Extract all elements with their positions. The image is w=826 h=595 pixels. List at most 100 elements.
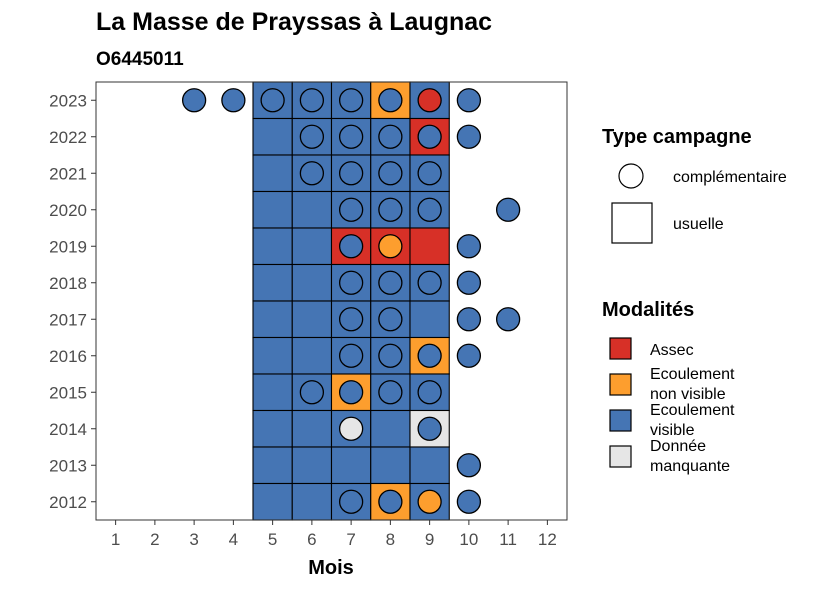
legend-swatch-assec	[609, 337, 632, 360]
y-tick-label-2023: 2023	[49, 91, 87, 110]
circle-2022-10	[456, 124, 482, 149]
circle-2015-9	[417, 380, 442, 405]
square-2013-7	[330, 446, 372, 485]
legend-swatch-donnee_manquante	[609, 445, 632, 468]
square-2019-9	[409, 227, 450, 266]
legend-label-ecoulement_non_visible-line-1: Ecoulement	[650, 366, 735, 383]
square-2016-5	[252, 336, 293, 375]
circle-2023-7	[338, 88, 364, 113]
legend-label-donnee_manquante-line-2: manquante	[650, 458, 730, 475]
circle-2022-8	[378, 124, 403, 149]
x-tick-label-1: 1	[111, 530, 120, 549]
square-2012-5	[252, 482, 293, 521]
y-tick-label-2012: 2012	[49, 493, 87, 512]
legend-label-ecoulement_visible-line-2: visible	[650, 422, 695, 439]
square-2018-6	[291, 263, 333, 302]
circle-2019-8	[378, 234, 403, 259]
circle-2015-7	[338, 380, 364, 405]
circle-2022-9	[417, 124, 442, 149]
legend-square-symbol	[611, 202, 653, 244]
circle-2022-6	[299, 124, 325, 149]
square-2013-8	[370, 446, 411, 485]
chart-title: La Masse de Prayssas à Laugnac	[96, 8, 492, 36]
x-tick-label-9: 9	[425, 530, 434, 549]
circle-2022-7	[338, 124, 364, 149]
circle-2016-10	[456, 343, 482, 368]
legend-type-title: Type campagne	[602, 126, 752, 148]
plot-area: 1 2 3 4 5 6 7 8 9 10 11 12 201220132014201520162017…	[49, 81, 568, 549]
circle-2016-8	[378, 343, 403, 368]
circle-2016-7	[338, 343, 364, 368]
circle-2023-8	[378, 88, 403, 113]
square-2017-5	[252, 300, 293, 339]
panel-border	[95, 81, 568, 521]
x-tick-label-10: 10	[459, 530, 478, 549]
x-axis: 1 2 3 4 5 6 7 8 9 10 11 12	[111, 520, 557, 549]
square-2019-7	[330, 227, 372, 266]
square-2017-9	[409, 300, 450, 339]
circle-2023-4	[221, 88, 246, 113]
legend-type-label-usuelle: usuelle	[673, 216, 724, 233]
square-2019-6	[291, 227, 333, 266]
legend-label-assec: Assec	[650, 342, 694, 359]
square-2013-5	[252, 446, 293, 485]
x-tick-label-11: 11	[499, 530, 517, 549]
circle-2012-9	[417, 489, 442, 514]
circle-2017-8	[378, 307, 403, 332]
circle-2018-10	[456, 270, 482, 295]
square-2021-5	[252, 154, 293, 193]
square-2013-9	[409, 446, 450, 485]
legend-modalites-title: Modalités	[602, 299, 694, 321]
circle-2012-10	[456, 489, 482, 514]
circle-2013-10	[456, 453, 482, 478]
legend-label-ecoulement_non_visible-line-2: non visible	[650, 386, 726, 403]
circle-2019-10	[456, 234, 482, 259]
square-2019-5	[252, 227, 293, 266]
circle-2014-9	[417, 416, 442, 441]
circle-2020-7	[338, 197, 364, 222]
x-tick-label-4: 4	[229, 530, 238, 549]
circle-2014-7	[338, 416, 364, 441]
x-tick-label-5: 5	[268, 530, 277, 549]
legend-swatch-ecoulement_non_visible	[609, 373, 632, 396]
square-2022-5	[252, 117, 293, 156]
circle-2021-8	[378, 161, 403, 186]
chart-subtitle: O6445011	[96, 49, 184, 70]
circle-2018-8	[378, 270, 403, 295]
y-tick-label-2016: 2016	[49, 347, 87, 366]
y-tick-label-2013: 2013	[49, 456, 87, 475]
circle-2023-3	[181, 88, 207, 113]
circle-2012-7	[338, 489, 364, 514]
y-tick-label-2021: 2021	[49, 164, 87, 183]
x-tick-label-7: 7	[346, 530, 355, 549]
square-2020-6	[291, 190, 333, 229]
circle-2019-7	[338, 234, 364, 259]
circles-layer	[181, 88, 521, 514]
legend-label-ecoulement_visible-line-1: Ecoulement	[650, 402, 735, 419]
circle-2017-10	[456, 307, 482, 332]
circle-2017-11	[495, 307, 521, 332]
y-tick-label-2018: 2018	[49, 274, 87, 293]
y-tick-label-2020: 2020	[49, 201, 87, 220]
y-axis: 2012 2013 2014 2015 2016 2017 2018 2019 2020 2021…	[49, 91, 96, 512]
circle-2023-6	[299, 88, 325, 113]
circle-2023-10	[456, 88, 482, 113]
square-2020-5	[252, 190, 293, 229]
circle-2020-9	[417, 197, 442, 222]
legend-swatch-ecoulement_visible	[609, 409, 632, 432]
x-tick-label-2: 2	[150, 530, 159, 549]
circle-2020-11	[495, 197, 521, 222]
x-tick-label-12: 12	[538, 530, 557, 549]
circle-2015-8	[378, 380, 403, 405]
y-tick-label-2014: 2014	[49, 420, 87, 439]
circle-2020-8	[378, 197, 403, 222]
square-2018-5	[252, 263, 293, 302]
square-2014-8	[370, 409, 411, 448]
legend-type-campagne: Type campagne complémentaire usuelle	[602, 126, 787, 244]
circle-2012-8	[378, 489, 403, 514]
y-tick-label-2015: 2015	[49, 383, 87, 402]
circle-2016-9	[417, 343, 442, 368]
square-2014-5	[252, 409, 293, 448]
